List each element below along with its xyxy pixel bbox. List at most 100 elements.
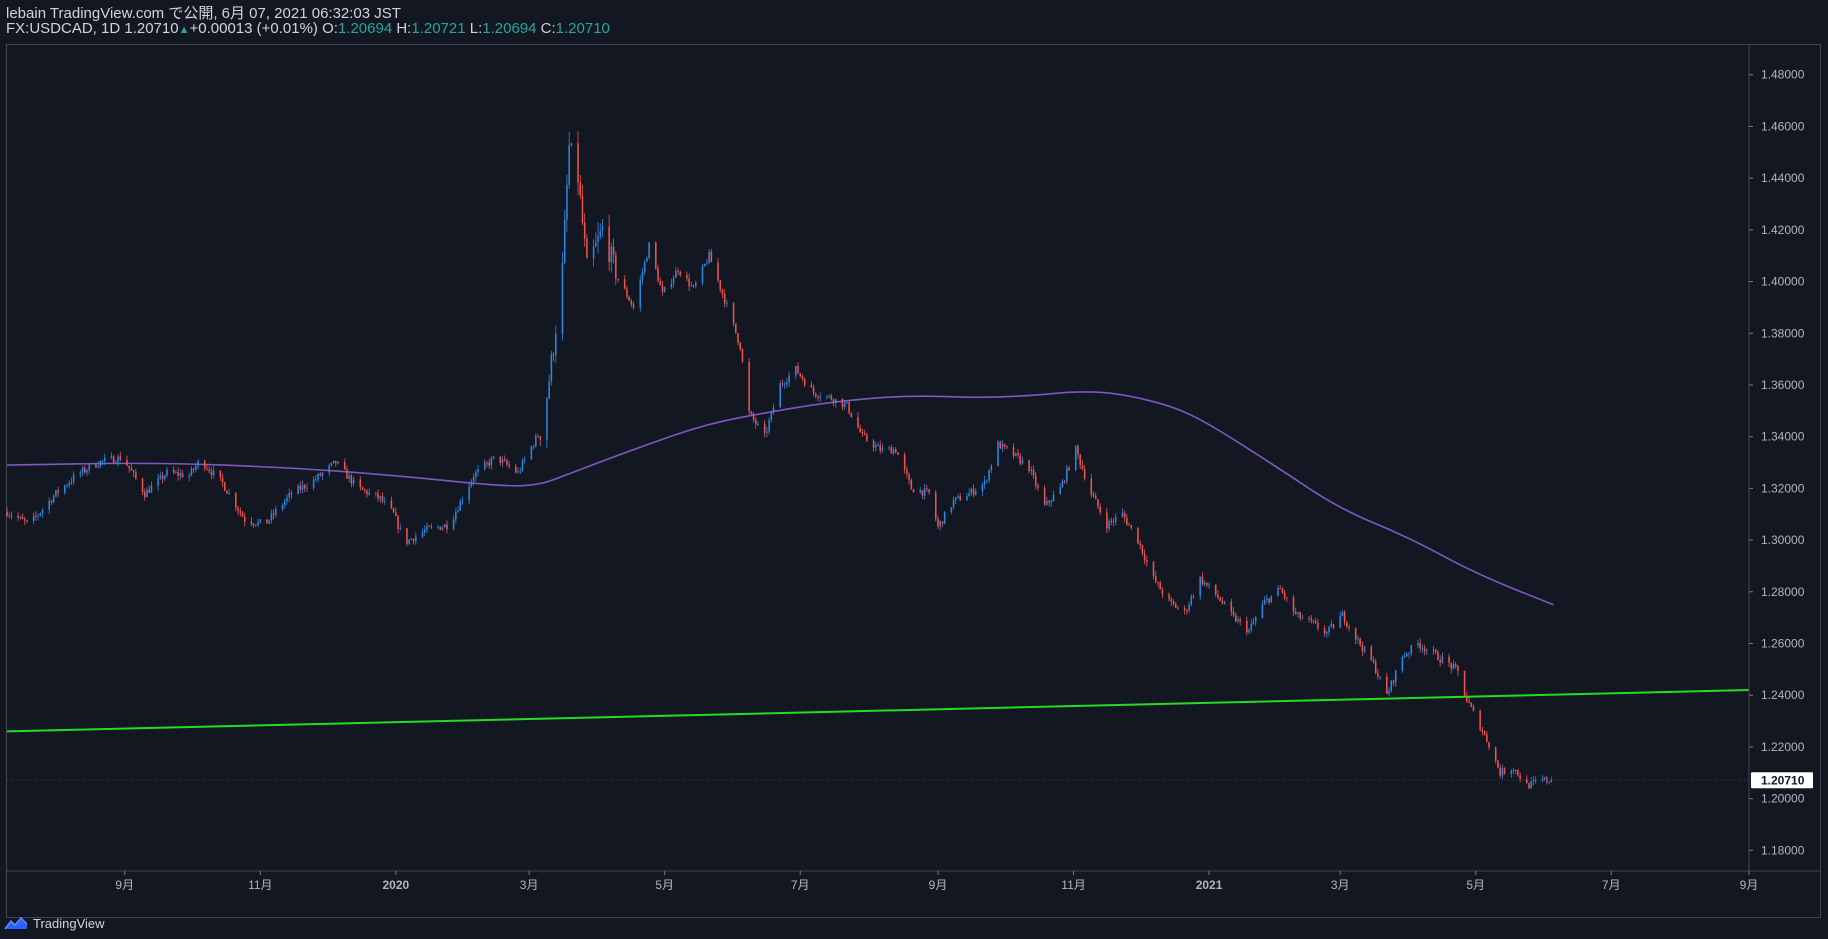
candle [1448, 653, 1450, 667]
candle [235, 492, 237, 512]
candle [1494, 746, 1497, 764]
candle [1408, 651, 1410, 659]
price-tick-label: 1.24000 [1761, 688, 1805, 702]
candle [126, 455, 128, 467]
price-tick-label: 1.32000 [1761, 481, 1805, 495]
candle [1457, 664, 1459, 676]
candle-body [999, 441, 1001, 449]
candle [132, 469, 135, 477]
time-tick-label: 5月 [1466, 878, 1485, 892]
candle [328, 463, 330, 477]
candle [592, 239, 595, 267]
candle-body [163, 475, 166, 480]
candle-body [686, 274, 688, 279]
candle [863, 429, 866, 436]
candle [1297, 611, 1299, 618]
candle-body [268, 520, 270, 524]
candle-body [783, 384, 786, 386]
candle-body [757, 423, 759, 425]
candle-body [439, 526, 442, 530]
candle [1466, 692, 1468, 703]
price-tick-label: 1.44000 [1761, 171, 1805, 185]
candle [1510, 768, 1513, 778]
candle [1501, 764, 1504, 780]
candle-body [363, 489, 366, 491]
candle [610, 242, 613, 273]
candle-body [1386, 676, 1388, 694]
candle [366, 489, 368, 498]
candle [1019, 452, 1021, 466]
candle [1094, 492, 1097, 500]
candle [226, 490, 228, 494]
candle [332, 460, 335, 464]
candle-body [974, 491, 977, 495]
candle-body [983, 480, 986, 485]
candle-body [1346, 622, 1348, 627]
candle-body [446, 524, 448, 530]
candle [1052, 490, 1055, 502]
candle [315, 474, 317, 483]
candle-body [897, 452, 899, 455]
price-axis[interactable]: 1.18000 1.20000 1.22000 1.24000 1.26000 1.280… [1748, 45, 1813, 871]
candle-body [408, 539, 410, 544]
candle [1130, 524, 1133, 530]
time-axis[interactable]: 9月 11月 2020 3月 5月 7月 9月 11月 2021 3月 5月 7月 9月 [7, 870, 1820, 892]
candle [732, 301, 735, 327]
candle [83, 465, 86, 475]
candle [1283, 589, 1286, 601]
candle [906, 466, 908, 479]
candle-body [863, 433, 866, 435]
candle-body [330, 463, 333, 466]
candle [1012, 443, 1015, 460]
candle [568, 131, 570, 189]
candle [797, 362, 799, 374]
candle-body [335, 460, 337, 464]
candle-body [299, 485, 302, 490]
last-price-badge-label: 1.20710 [1761, 773, 1805, 787]
candle-body [786, 382, 788, 385]
candle-body [1532, 780, 1535, 782]
candle [763, 420, 766, 438]
candle-body [1237, 619, 1239, 622]
candle-body [781, 383, 784, 385]
candle-body [477, 469, 479, 473]
candle-body [1297, 612, 1299, 614]
candle [66, 483, 68, 488]
candle [757, 421, 759, 426]
candle-body [243, 516, 246, 522]
candle-body [1357, 638, 1359, 640]
candle [1299, 611, 1301, 622]
candle [346, 466, 348, 479]
candle [421, 528, 424, 539]
candle-body [1223, 601, 1226, 604]
time-tick-label: 7月 [791, 878, 810, 892]
candle-body [17, 515, 19, 518]
candle-body [828, 395, 830, 397]
candle-body [1308, 618, 1310, 620]
candle-body [599, 231, 602, 237]
candle-body [752, 413, 755, 420]
candle-body [1277, 588, 1279, 596]
candle-body [1083, 469, 1086, 479]
candle-body [1192, 596, 1195, 598]
candle-body [348, 475, 350, 479]
symbol-label[interactable]: FX:USDCAD, 1D [6, 20, 121, 37]
candle-body [312, 479, 315, 488]
candle [1486, 731, 1488, 743]
candle-body [492, 456, 495, 459]
candle [337, 460, 339, 465]
candle [10, 511, 13, 520]
candle-body [539, 436, 542, 440]
candle [383, 496, 386, 505]
candle-body [1143, 553, 1146, 561]
candle [297, 483, 299, 495]
candle-body [270, 513, 273, 521]
support-trendline[interactable] [6, 689, 1750, 733]
candle [1386, 672, 1388, 694]
tradingview-branding[interactable]: TradingView [4, 913, 105, 933]
candle-body [1408, 653, 1410, 655]
candle [1168, 592, 1170, 602]
candle-body [437, 526, 439, 528]
candle [1434, 648, 1437, 655]
